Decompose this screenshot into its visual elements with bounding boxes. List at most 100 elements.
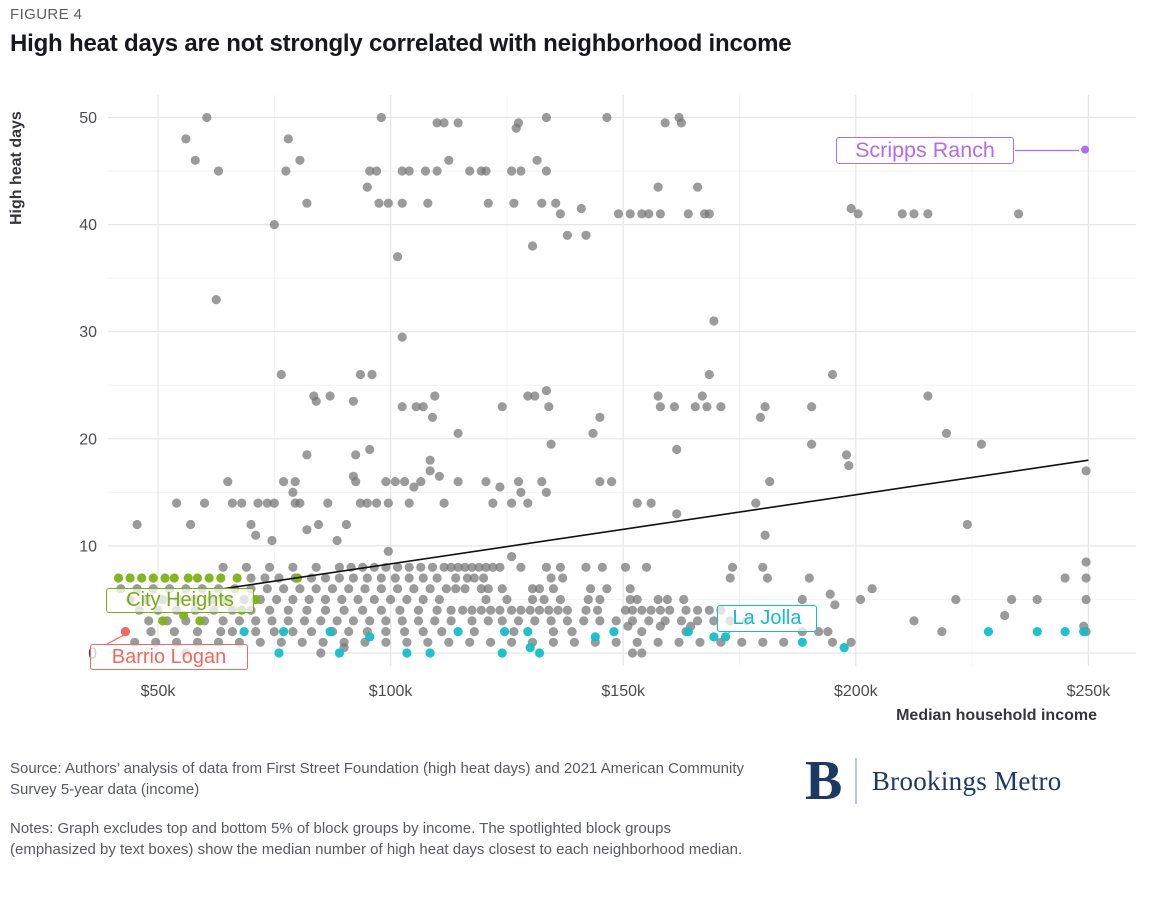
block-groups-point bbox=[760, 402, 770, 412]
block-groups-point bbox=[602, 584, 612, 594]
block-groups-point bbox=[404, 573, 414, 583]
block-groups-point bbox=[334, 562, 344, 572]
block-groups-point bbox=[432, 166, 442, 176]
block-groups-point bbox=[532, 155, 542, 165]
block-groups-point bbox=[469, 573, 479, 583]
block-groups-point bbox=[434, 594, 444, 605]
block-groups-point bbox=[483, 198, 493, 208]
block-groups-point bbox=[507, 605, 517, 615]
block-groups-point bbox=[351, 477, 361, 487]
barrio-logan-connector bbox=[106, 634, 125, 645]
block-groups-point bbox=[1081, 573, 1091, 583]
block-groups-point bbox=[562, 605, 573, 615]
block-groups-point bbox=[825, 589, 835, 599]
block-groups-point bbox=[853, 209, 863, 219]
block-groups-point bbox=[251, 530, 261, 540]
block-groups-point bbox=[325, 391, 335, 401]
city-heights-point bbox=[137, 573, 147, 583]
block-groups-point bbox=[655, 621, 666, 631]
city-heights-point bbox=[125, 573, 135, 583]
block-groups-point bbox=[381, 616, 391, 626]
block-groups-point bbox=[725, 573, 735, 583]
block-groups-point bbox=[323, 498, 333, 508]
la-jolla-point bbox=[497, 648, 507, 658]
block-groups-point bbox=[679, 594, 689, 605]
block-groups-point bbox=[507, 552, 517, 562]
block-groups-point bbox=[439, 118, 449, 128]
block-groups-point bbox=[583, 594, 593, 605]
block-groups-point bbox=[279, 477, 289, 487]
block-groups-point bbox=[555, 209, 566, 219]
block-groups-point bbox=[393, 562, 403, 572]
block-groups-point bbox=[548, 627, 559, 637]
block-groups-point bbox=[320, 573, 331, 583]
block-groups-point bbox=[295, 584, 305, 594]
block-groups-point bbox=[192, 627, 203, 637]
block-groups-point bbox=[276, 369, 286, 380]
block-groups-point bbox=[672, 444, 682, 455]
block-groups-point bbox=[488, 498, 498, 508]
x-tick-label: $50k bbox=[141, 683, 177, 700]
block-groups-point bbox=[516, 562, 526, 572]
block-groups-point bbox=[495, 605, 505, 615]
block-groups-point bbox=[507, 498, 517, 508]
block-groups-point bbox=[595, 412, 605, 422]
block-groups-point bbox=[507, 166, 517, 176]
block-groups-point bbox=[541, 112, 552, 123]
block-groups-point bbox=[227, 627, 237, 637]
block-groups-point bbox=[132, 519, 142, 530]
block-groups-point bbox=[295, 498, 305, 508]
block-groups-point bbox=[397, 166, 407, 176]
block-groups-point bbox=[555, 594, 566, 605]
y-tick-label: 20 bbox=[79, 431, 97, 448]
block-groups-point bbox=[695, 637, 705, 647]
block-groups-point bbox=[362, 573, 372, 583]
block-groups-point bbox=[418, 627, 428, 637]
block-groups-point bbox=[423, 637, 433, 647]
block-groups-point bbox=[253, 498, 263, 508]
block-groups-point bbox=[362, 498, 372, 508]
block-groups-point bbox=[909, 616, 919, 626]
block-groups-point bbox=[260, 573, 270, 583]
block-groups-point bbox=[474, 562, 484, 572]
x-tick-label: $250k bbox=[1067, 683, 1112, 700]
block-groups-point bbox=[541, 166, 552, 176]
block-groups-point bbox=[444, 637, 454, 647]
block-groups-point bbox=[704, 369, 714, 380]
la-jolla-point bbox=[1060, 627, 1070, 637]
y-tick-label: 10 bbox=[79, 538, 97, 555]
block-groups-point bbox=[579, 616, 589, 626]
city-heights-point bbox=[169, 573, 179, 583]
block-groups-point bbox=[595, 616, 605, 626]
block-groups-point bbox=[269, 220, 279, 230]
block-groups-point bbox=[427, 562, 438, 572]
annotation-scripps-ranch: Scripps Ranch bbox=[836, 137, 1014, 164]
block-groups-point bbox=[641, 562, 652, 572]
block-groups-point bbox=[716, 402, 726, 412]
barrio-logan-point bbox=[120, 627, 130, 637]
block-groups-point bbox=[637, 627, 647, 637]
block-groups-point bbox=[181, 134, 191, 144]
block-groups-point bbox=[404, 498, 414, 508]
block-groups-point bbox=[295, 155, 305, 165]
city-heights-point bbox=[158, 616, 168, 626]
block-groups-point bbox=[439, 498, 449, 508]
la-jolla-point bbox=[402, 648, 412, 658]
block-groups-point bbox=[755, 412, 766, 422]
block-groups-point bbox=[1060, 573, 1070, 583]
block-groups-point bbox=[374, 198, 384, 208]
city-heights-point bbox=[183, 573, 193, 583]
block-groups-point bbox=[283, 134, 293, 144]
la-jolla-point bbox=[453, 627, 463, 637]
la-jolla-point bbox=[523, 627, 533, 637]
block-groups-point bbox=[409, 482, 419, 492]
block-groups-point bbox=[365, 166, 375, 176]
block-groups-point bbox=[227, 498, 237, 508]
block-groups-point bbox=[541, 487, 552, 497]
block-groups-point bbox=[353, 594, 363, 605]
block-groups-point bbox=[516, 605, 526, 615]
block-groups-point bbox=[202, 112, 212, 123]
block-groups-point bbox=[581, 562, 591, 572]
block-groups-point bbox=[558, 573, 568, 583]
city-heights-point bbox=[179, 610, 189, 621]
